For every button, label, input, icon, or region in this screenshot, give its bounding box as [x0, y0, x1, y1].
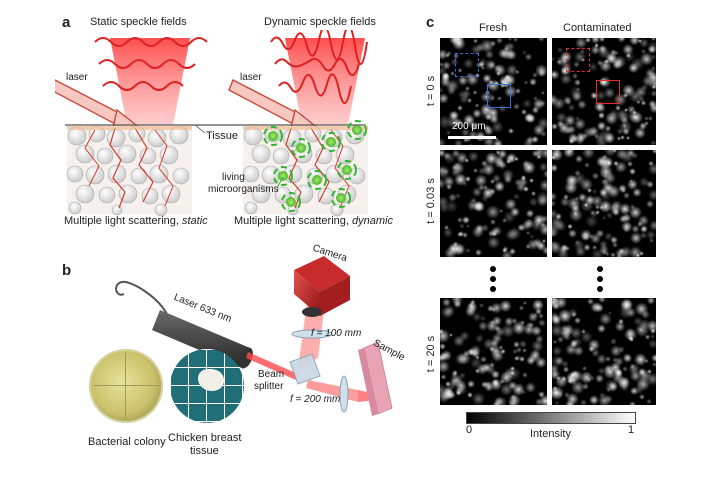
chicken-label-1: Chicken breast [168, 432, 242, 444]
micro-pointer [276, 176, 284, 189]
ellipsis-dot [490, 266, 496, 272]
caption-static-em: static [182, 215, 208, 227]
beam-label: Beam [258, 369, 285, 380]
intensity-colorbar [466, 412, 636, 424]
ellipsis-dot [490, 286, 496, 292]
col-fresh: Fresh [479, 22, 508, 34]
microorganisms [263, 120, 367, 212]
sample [358, 341, 393, 416]
f200-label: f = 200 mm [290, 394, 341, 405]
lens-200 [339, 375, 349, 413]
col-contaminated: Contaminated [563, 22, 632, 34]
chicken-label-2: tissue [190, 445, 219, 457]
tissue-label: Tissue [206, 130, 238, 142]
bacterial-colony-photo [89, 349, 163, 423]
fiber [115, 280, 169, 317]
f100-label: f = 100 mm [311, 328, 362, 339]
dynamic-beam [270, 30, 368, 125]
colorbar-max: 1 [628, 424, 635, 436]
static-tissue [66, 125, 192, 217]
panel-b-label: b [62, 262, 72, 279]
ellipsis-dot [597, 276, 603, 282]
roi-contaminated-dashed [566, 48, 590, 72]
living-label: living [222, 172, 245, 183]
static-beam [94, 37, 208, 125]
row-t0: t = 0 s [425, 75, 437, 107]
panel-a-illustration [55, 30, 368, 217]
row-t003: t = 0.03 s [425, 178, 437, 224]
speckle-fresh-t20 [440, 298, 547, 405]
ellipsis-dot [597, 266, 603, 272]
chicken-tissue-photo [170, 349, 244, 423]
dynamic-title: Dynamic speckle fields [264, 16, 376, 28]
scale-bar-label: 200 μm [452, 121, 486, 132]
caption-dynamic-text: Multiple light scattering, [234, 215, 352, 227]
laser-label-left: laser [66, 72, 88, 83]
roi-contaminated-solid [596, 80, 620, 104]
roi-fresh-dashed [455, 53, 479, 77]
colorbar-min: 0 [466, 424, 473, 436]
caption-static-text: Multiple light scattering, [64, 215, 182, 227]
caption-static: Multiple light scattering, static [64, 215, 208, 227]
splitter-label: splitter [254, 381, 284, 392]
lens-100 [291, 329, 333, 339]
speckle-contaminated-t003 [552, 150, 656, 257]
caption-dynamic-em: dynamic [352, 215, 393, 227]
panel-b-illustration [115, 256, 393, 416]
roi-fresh-solid [487, 84, 511, 108]
panel-a-label: a [62, 14, 71, 31]
caption-dynamic: Multiple light scattering, dynamic [234, 215, 393, 227]
row-t20: t = 20 s [425, 335, 437, 373]
dynamic-tissue [242, 120, 368, 217]
laser-label-right: laser [240, 72, 262, 83]
speckle-fresh-t003 [440, 150, 547, 257]
panel-c-label: c [426, 14, 435, 31]
ellipsis-dot [597, 286, 603, 292]
ellipsis-dot [490, 276, 496, 282]
speckle-fresh-t0 [440, 38, 547, 145]
scale-bar [448, 136, 496, 139]
speckle-contaminated-t0 [552, 38, 656, 145]
camera [294, 256, 350, 317]
speckle-contaminated-t20 [552, 298, 656, 405]
microorganisms-label: microorganisms [208, 184, 279, 195]
bacterial-label: Bacterial colony [88, 436, 166, 448]
colorbar-label: Intensity [530, 428, 571, 440]
static-title: Static speckle fields [90, 16, 187, 28]
beam-splitter [289, 353, 321, 385]
